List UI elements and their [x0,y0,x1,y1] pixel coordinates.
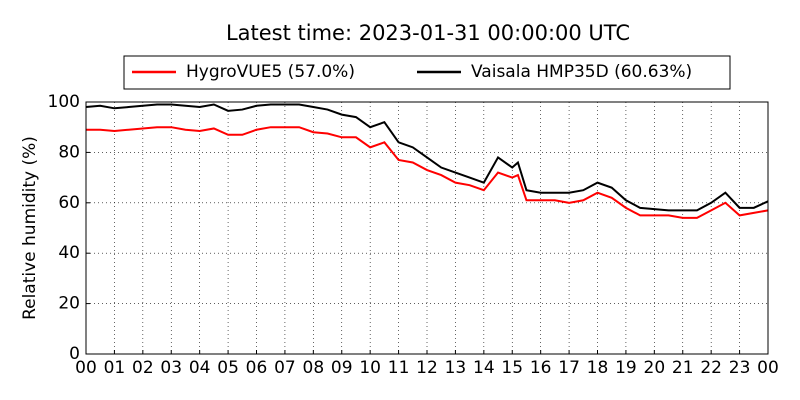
x-tick-label: 23 [729,358,751,378]
plot-frame [85,101,769,355]
chart-title: Latest time: 2023-01-31 00:00:00 UTC [226,21,630,45]
x-tick-label: 12 [416,358,438,378]
y-tick-label: 80 [58,142,80,162]
x-tick-label: 00 [757,358,779,378]
x-tick-label: 06 [246,358,268,378]
y-tick-label: 0 [69,344,80,364]
x-tick-label: 10 [359,358,381,378]
x-tick-label: 05 [217,358,239,378]
y-tick-label: 20 [58,294,80,314]
legend-label: HygroVUE5 (57.0%) [186,62,355,82]
y-tick-label: 40 [58,243,80,263]
x-tick-label: 20 [644,358,666,378]
x-tick-label: 17 [558,358,580,378]
x-tick-label: 03 [160,358,182,378]
x-tick-label: 18 [587,358,609,378]
legend-label: Vaisala HMP35D (60.63%) [471,62,692,82]
x-tick-label: 09 [331,358,353,378]
x-tick-label: 16 [530,358,552,378]
x-tick-label: 07 [274,358,296,378]
x-tick-label: 22 [700,358,722,378]
data-line [85,103,769,212]
x-tick-label: 19 [615,358,637,378]
y-tick-label: 60 [58,193,80,213]
data-line [86,126,769,219]
x-tick-label: 13 [445,358,467,378]
x-tick-label: 08 [303,358,325,378]
y-axis-label: Relative humidity (%) [20,136,40,320]
x-tick-label: 01 [104,358,126,378]
x-tick-label: 14 [473,358,495,378]
x-tick-label: 02 [132,358,154,378]
x-tick-label: 15 [501,358,523,378]
x-tick-label: 04 [189,358,211,378]
x-tick-label: 11 [388,358,410,378]
y-tick-label: 100 [48,92,80,112]
x-tick-label: 00 [75,358,97,378]
x-tick-label: 21 [672,358,694,378]
